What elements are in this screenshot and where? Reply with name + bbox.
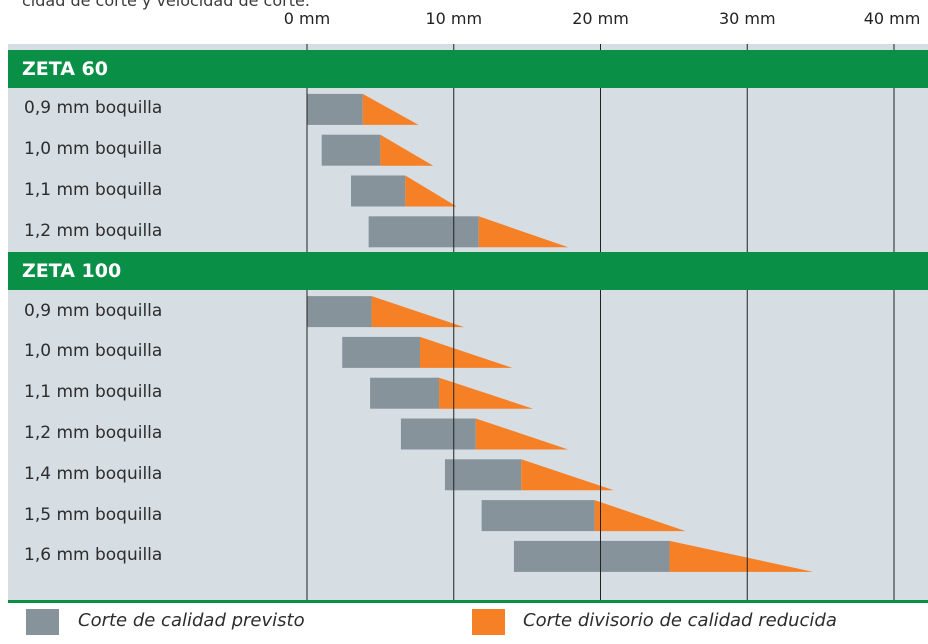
reduced-cut-wedge: [371, 296, 465, 328]
quality-cut-bar: [321, 134, 381, 166]
reduced-cut-wedge: [405, 175, 457, 207]
quality-cut-bar: [342, 336, 420, 368]
quality-cut-bar: [444, 459, 522, 491]
quality-cut-bar: [307, 93, 363, 125]
reduced-cut-wedge: [439, 377, 533, 409]
legend-swatch-quality: [26, 609, 59, 635]
legend-label-quality: Corte de calidad previsto: [78, 610, 305, 631]
reduced-cut-wedge: [478, 216, 569, 248]
reduced-cut-wedge: [521, 459, 614, 491]
reduced-cut-wedge: [594, 500, 686, 532]
chart-panel: [8, 44, 928, 600]
chart-caption: cidad de corte y velocidad de corte.: [22, 0, 310, 10]
reduced-cut-wedge: [475, 418, 569, 450]
quality-cut-bar: [351, 175, 406, 207]
quality-cut-bar: [481, 500, 595, 532]
x-tick-label: 10 mm: [425, 9, 483, 28]
quality-cut-bar: [400, 418, 476, 450]
reduced-cut-wedge: [669, 540, 814, 572]
reduced-cut-wedge: [362, 93, 419, 125]
legend-divider: [8, 600, 928, 603]
quality-cut-bar: [513, 540, 670, 572]
x-tick-label: 40 mm: [863, 9, 921, 28]
reduced-cut-wedge: [419, 336, 513, 368]
quality-cut-bar: [370, 377, 440, 409]
legend-swatch-reduced: [472, 609, 505, 635]
quality-cut-bar: [368, 216, 479, 248]
quality-cut-bar: [307, 296, 372, 328]
legend-label-reduced: Corte divisorio de calidad reducida: [523, 610, 837, 631]
x-tick-label: 0 mm: [283, 9, 331, 28]
reduced-cut-wedge: [380, 134, 434, 166]
x-tick-label: 30 mm: [718, 9, 776, 28]
x-tick-label: 20 mm: [572, 9, 629, 28]
